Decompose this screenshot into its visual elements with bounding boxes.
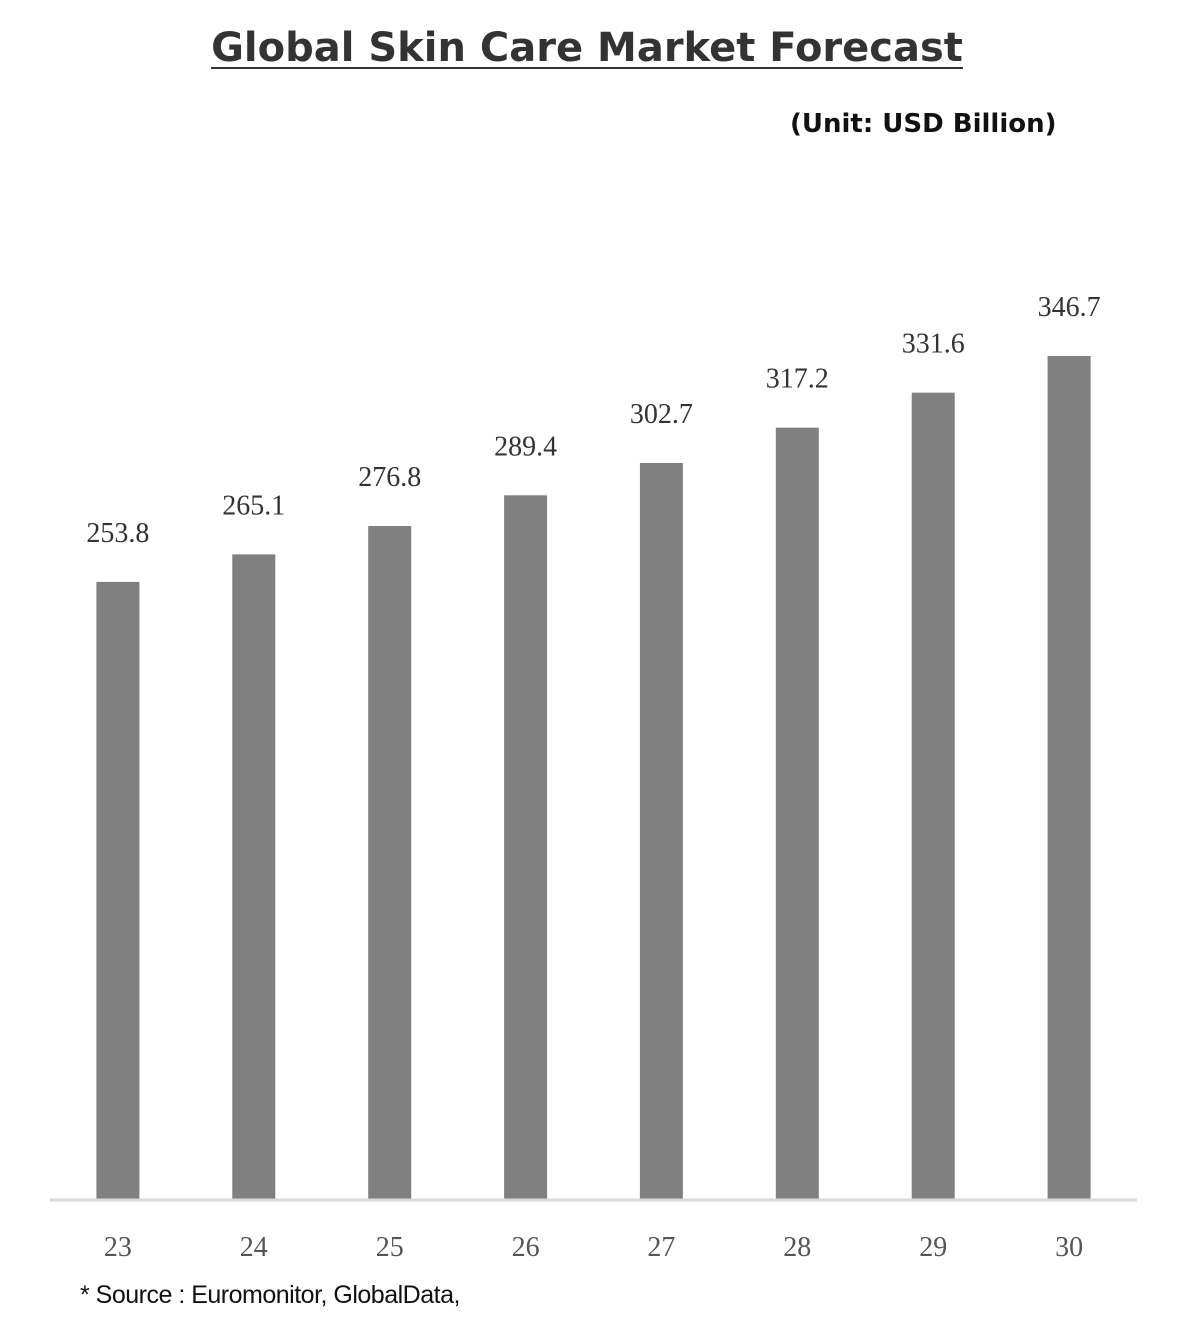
x-tick-labels-group: 23 24 25 26 27 28 29 30	[104, 1232, 1083, 1263]
bar-27	[639, 463, 683, 1199]
value-label-30: 346.7	[1038, 292, 1101, 323]
unit-label: (Unit: USD Billion)	[790, 109, 1057, 139]
bar-29	[911, 392, 955, 1199]
value-label-29: 331.6	[902, 329, 965, 360]
bars-group	[96, 356, 1091, 1199]
x-tick-label-28: 28	[783, 1232, 811, 1263]
x-tick-label-25: 25	[376, 1232, 404, 1263]
chart-title: Global Skin Care Market Forecast	[211, 25, 963, 71]
value-label-24: 265.1	[222, 490, 285, 521]
bar-23	[96, 581, 140, 1199]
value-label-27: 302.7	[630, 399, 693, 430]
value-label-23: 253.8	[86, 518, 149, 549]
x-tick-label-26: 26	[512, 1232, 540, 1263]
x-tick-label-23: 23	[104, 1232, 132, 1263]
x-tick-label-30: 30	[1055, 1232, 1083, 1263]
value-label-25: 276.8	[358, 462, 421, 493]
bar-25	[368, 526, 412, 1199]
value-labels-group: 253.8 265.1 276.8 289.4 302.7 317.2 331.6 346.7	[86, 292, 1100, 549]
value-label-26: 289.4	[494, 431, 557, 462]
x-tick-label-29: 29	[919, 1232, 947, 1263]
x-tick-label-27: 27	[647, 1232, 675, 1263]
bar-26	[504, 495, 548, 1199]
source-note: * Source : Euromonitor, GlobalData,	[80, 1281, 460, 1309]
bar-30	[1047, 356, 1091, 1199]
x-tick-label-24: 24	[240, 1232, 268, 1263]
bar-24	[232, 554, 276, 1199]
bar-28	[775, 427, 819, 1199]
value-label-28: 317.2	[766, 364, 829, 395]
